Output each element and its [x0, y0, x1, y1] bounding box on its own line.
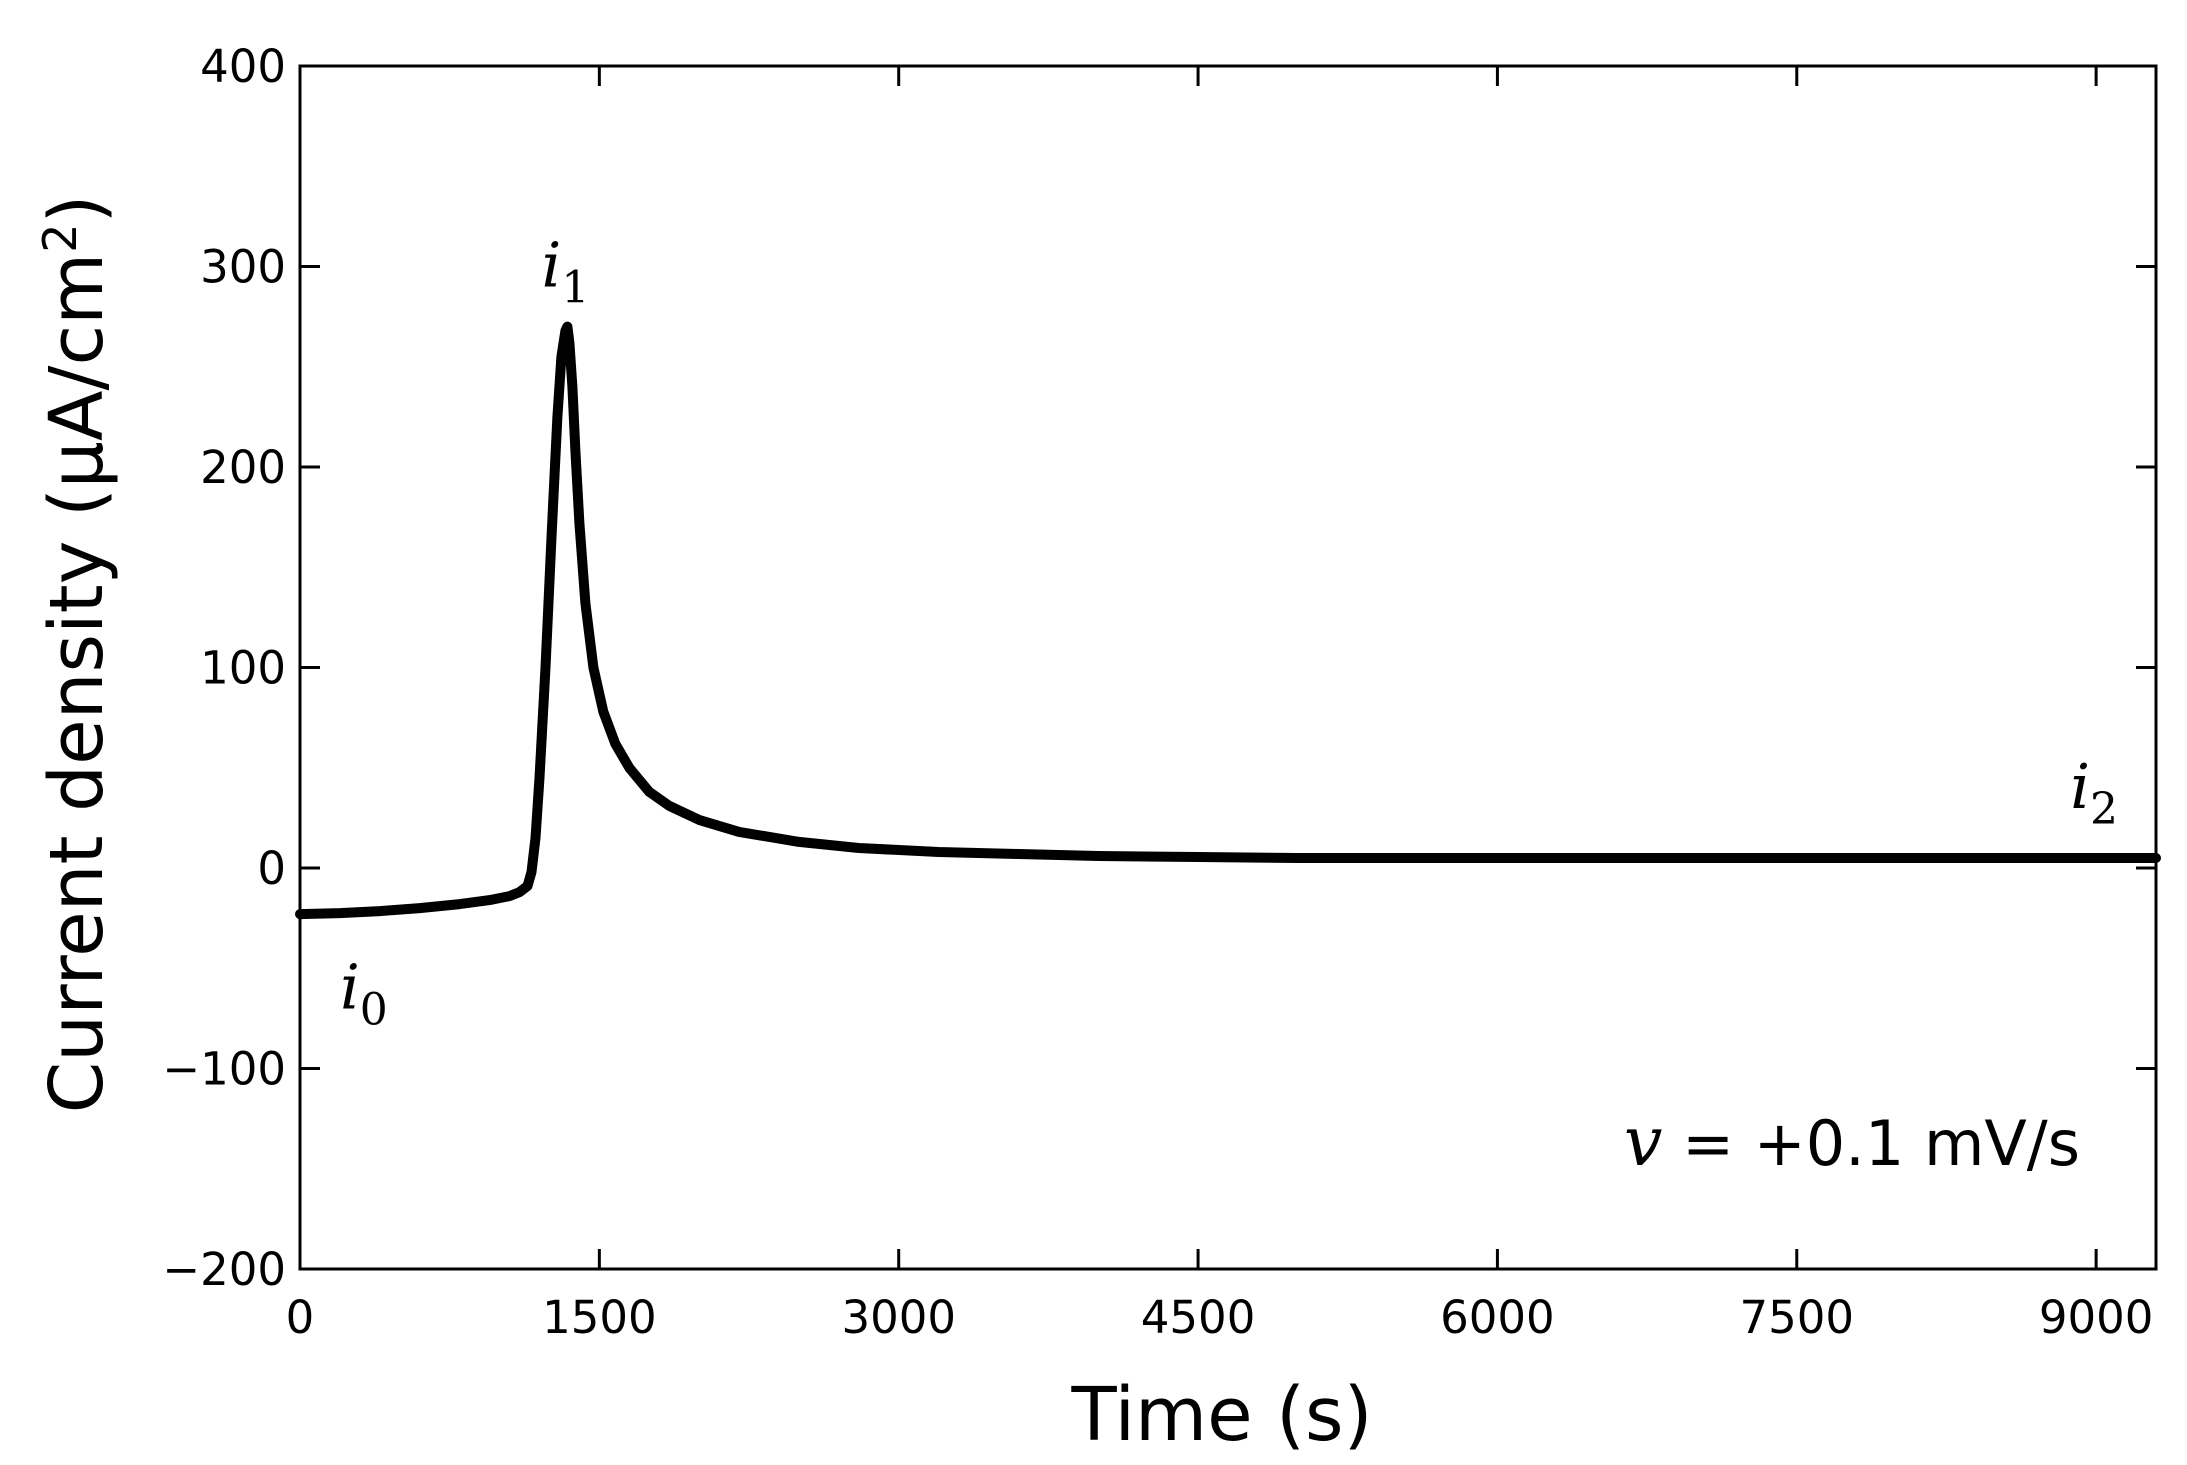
- annotation-i0-base: i: [340, 950, 360, 1023]
- y-tick-label: 300: [200, 241, 286, 294]
- x-tick-label: 6000: [1440, 1291, 1555, 1344]
- y-axis-title-close: ): [34, 195, 120, 224]
- annotation-i2-subscript: 2: [2090, 784, 2118, 835]
- x-tick-label: 4500: [1141, 1291, 1256, 1344]
- y-axis-title-superscript: 2: [33, 224, 87, 253]
- annotation-i0-subscript: 0: [360, 984, 388, 1035]
- axis-ticks: [298, 64, 2156, 1271]
- x-tick-label: 1500: [542, 1291, 657, 1344]
- y-axis-title-main: Current density (μA/cm: [34, 253, 120, 1114]
- tick-labels: 0 1500 3000 4500 6000 7500 9000−200−1000100200…: [162, 40, 2153, 1344]
- x-tick-label: 9000: [2039, 1291, 2154, 1344]
- y-tick-label: −100: [162, 1043, 286, 1096]
- y-tick-label: 0: [257, 842, 286, 895]
- scan-rate-annotation: v = +0.1 mV/s: [1624, 1103, 2080, 1182]
- x-tick-label: 3000: [841, 1291, 956, 1344]
- y-tick-label: 200: [200, 441, 286, 494]
- annotation-i2-base: i: [2070, 750, 2090, 823]
- y-axis-title: Current density (μA/cm2): [33, 195, 120, 1114]
- x-tick-label: 0: [286, 1291, 315, 1344]
- scan-rate-variable: v: [1624, 1103, 1662, 1182]
- annotation-i2: i2: [2070, 750, 2118, 835]
- annotation-i1-subscript: 1: [561, 263, 589, 314]
- y-tick-label: 400: [200, 40, 286, 93]
- plot-frame: [298, 64, 2158, 1271]
- y-tick-label: 100: [200, 642, 286, 695]
- annotation-i0: i0: [340, 950, 388, 1035]
- annotation-i1-base: i: [542, 229, 562, 302]
- y-tick-label: −200: [162, 1243, 286, 1296]
- annotation-i1: i1: [542, 229, 590, 314]
- current-density-series-line: [295, 321, 2161, 920]
- scan-rate-value: = +0.1 mV/s: [1662, 1107, 2080, 1180]
- x-axis-title: Time (s): [1071, 1372, 1373, 1458]
- x-tick-label: 7500: [1740, 1291, 1855, 1344]
